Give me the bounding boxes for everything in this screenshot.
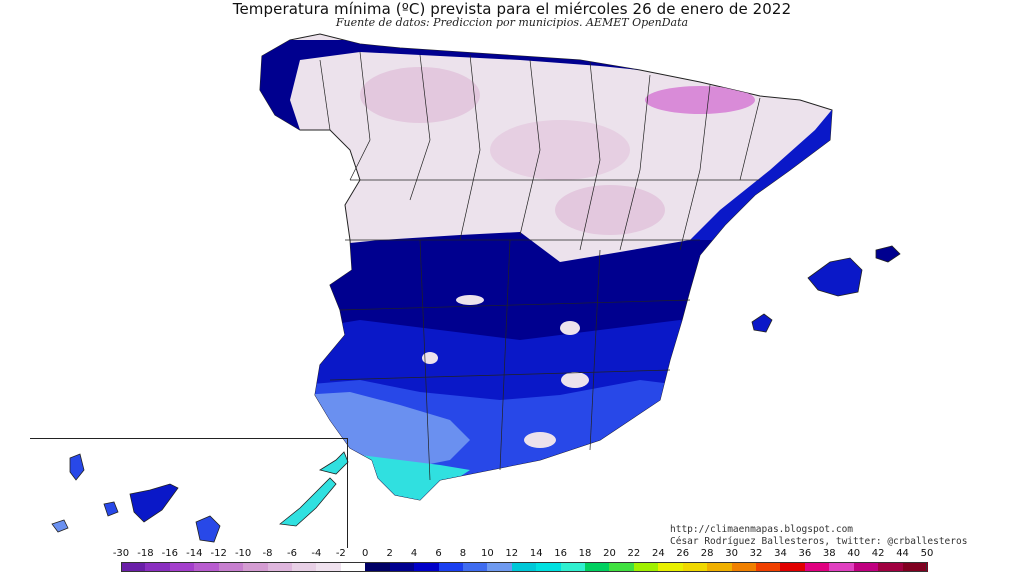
legend-swatch <box>658 562 684 572</box>
legend-swatch <box>340 562 366 572</box>
legend-tick-label: -30 <box>112 548 130 559</box>
mountain-patch <box>456 295 484 305</box>
province-borders <box>319 51 761 481</box>
legend-tick-label: 32 <box>749 548 763 559</box>
legend-tick-label: 14 <box>529 548 543 559</box>
legend-swatch <box>145 562 171 572</box>
legend-swatch <box>121 562 146 572</box>
map-title: Temperatura mínima (ºC) prevista para el… <box>232 0 792 18</box>
legend-tick-label: 0 <box>362 548 369 559</box>
legend-swatch <box>609 562 635 572</box>
legend-tick-label: 8 <box>459 548 467 559</box>
legend-swatch <box>438 562 464 572</box>
legend-swatch <box>414 562 440 572</box>
legend-tick-label: 2 <box>386 548 393 559</box>
legend-swatch <box>365 562 391 572</box>
legend-swatch <box>804 562 830 572</box>
pyrenees-peaks <box>645 86 755 114</box>
legend-swatch <box>389 562 415 572</box>
el-hierro <box>51 519 69 533</box>
legend-swatch <box>511 562 537 572</box>
credits: http://climaenmapas.blogspot.com César R… <box>670 524 967 548</box>
legend-swatch <box>853 562 879 572</box>
legend-tick-label: -8 <box>262 548 273 559</box>
mountain-patch <box>560 321 580 335</box>
la-palma <box>69 453 85 481</box>
legend-tick-label: 40 <box>847 548 861 559</box>
balearic-islands <box>751 245 901 333</box>
legend-tick-label: -16 <box>161 548 179 559</box>
credits-author: César Rodríguez Ballesteros, twitter: @c… <box>670 536 968 547</box>
legend-swatch <box>536 562 562 572</box>
peninsula <box>259 33 833 501</box>
legend-swatch <box>218 562 244 572</box>
mallorca <box>807 257 863 297</box>
tenerife <box>129 483 179 523</box>
legend-tick-label: -12 <box>210 548 227 559</box>
legend-swatch <box>682 562 708 572</box>
legend-swatch <box>633 562 659 572</box>
legend-swatch <box>731 562 757 572</box>
legend-tick-label: 34 <box>774 548 787 559</box>
legend-swatch <box>267 562 293 572</box>
legend-swatch <box>194 562 220 572</box>
menorca <box>875 245 901 263</box>
legend-tick-label: 20 <box>603 548 616 559</box>
legend-tick-label: -18 <box>137 548 154 559</box>
legend-tick-label: 28 <box>700 548 714 559</box>
legend-tick-label: 18 <box>578 548 592 559</box>
legend-swatch <box>169 562 195 572</box>
cold-patch <box>360 67 480 123</box>
temperature-map <box>51 33 901 543</box>
cold-patch <box>555 185 665 235</box>
color-legend: -30 -18 -16 -14 -12 -10 -8 -6 -4 -2 0 2 4 6 8 10 12 14 16 1… <box>0 548 1024 576</box>
gran-canaria <box>195 515 221 543</box>
legend-swatch <box>585 562 611 572</box>
legend-tick-label: 24 <box>651 548 665 559</box>
cold-patch <box>490 120 630 180</box>
mountain-patch <box>524 432 556 448</box>
legend-tick-label: -6 <box>286 548 297 559</box>
mountain-patch <box>422 352 438 364</box>
canary-inset-frame <box>30 438 348 548</box>
legend-tick-label: 44 <box>896 548 909 559</box>
legend-tick-label: 38 <box>822 548 836 559</box>
legend-tick-label: -4 <box>311 548 322 559</box>
legend-swatch <box>462 562 488 572</box>
legend-swatch <box>487 562 513 572</box>
legend-swatch <box>756 562 782 572</box>
legend-swatch <box>291 562 317 572</box>
legend-tick-label: -14 <box>186 548 203 559</box>
legend-tick-label: 42 <box>871 548 885 559</box>
canary-islands <box>51 451 349 543</box>
legend-tick-label: 26 <box>676 548 690 559</box>
legend-swatch <box>243 562 269 572</box>
legend-tick-label: 12 <box>505 548 519 559</box>
mountain-patch <box>561 372 589 388</box>
legend-tick-label: 16 <box>554 548 567 559</box>
fuerteventura <box>279 477 337 527</box>
legend-swatch <box>902 562 928 572</box>
legend-tick-label: 4 <box>410 548 418 559</box>
legend-swatch <box>316 562 342 572</box>
legend-swatch <box>829 562 855 572</box>
credits-url: http://climaenmapas.blogspot.com <box>670 524 854 535</box>
legend-tick-label: 36 <box>798 548 812 559</box>
legend-tick-label: 22 <box>627 548 641 559</box>
lanzarote <box>318 451 349 475</box>
legend-swatch <box>780 562 806 572</box>
legend-tick-label: 50 <box>920 548 934 559</box>
legend-tick-label: -10 <box>234 548 252 559</box>
la-gomera <box>103 501 119 517</box>
legend-swatch <box>878 562 904 572</box>
legend-tick-label: -2 <box>335 548 346 559</box>
legend-swatch <box>707 562 733 572</box>
map-subtitle: Fuente de datos: Prediccion por municipi… <box>335 16 689 29</box>
legend-swatch <box>560 562 586 572</box>
legend-tick-label: 10 <box>480 548 494 559</box>
ibiza <box>751 313 773 333</box>
legend-tick-label: 6 <box>435 548 442 559</box>
legend-tick-label: 30 <box>725 548 738 559</box>
